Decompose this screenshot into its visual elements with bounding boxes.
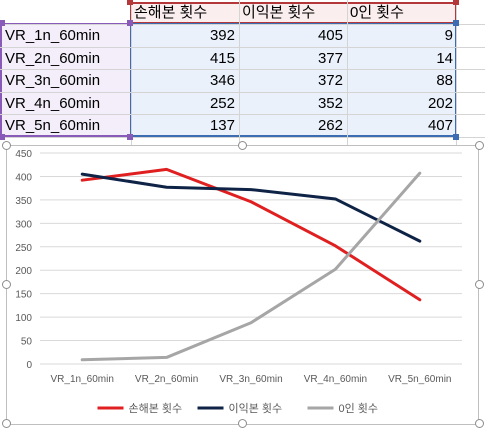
table-cell[interactable]: 202	[427, 95, 453, 112]
range-handle[interactable]	[453, 0, 459, 5]
chart-resize-handle[interactable]	[2, 280, 11, 289]
row-label[interactable]: VR_5n_60min	[5, 117, 101, 134]
range-handle[interactable]	[0, 134, 5, 140]
row-label[interactable]: VR_3n_60min	[5, 72, 101, 89]
chart-resize-handle[interactable]	[475, 141, 484, 150]
table-cell[interactable]: 9	[444, 27, 453, 44]
row-label[interactable]: VR_1n_60min	[5, 27, 101, 44]
column-header-profit[interactable]: 이익본 횟수	[242, 4, 316, 21]
table-cell[interactable]: 407	[427, 117, 453, 134]
chart-resize-handle[interactable]	[475, 419, 484, 428]
x-tick-label: VR_5n_60min	[388, 374, 451, 385]
column-header-zero[interactable]: 0인 횟수	[350, 4, 404, 21]
x-tick-label: VR_2n_60min	[135, 374, 198, 385]
column-header-loss[interactable]: 손해본 횟수	[134, 4, 208, 21]
table-cell[interactable]: 252	[209, 95, 235, 112]
chart-resize-handle[interactable]	[238, 141, 247, 150]
legend-label: 0인 횟수	[339, 402, 379, 415]
table-cell[interactable]: 352	[317, 95, 343, 112]
y-tick-label: 0	[26, 360, 32, 371]
x-tick-label: VR_1n_60min	[51, 374, 114, 385]
row-label[interactable]: VR_2n_60min	[5, 50, 101, 67]
y-tick-label: 300	[15, 219, 32, 230]
table-cell[interactable]: 137	[209, 117, 235, 134]
y-tick-label: 100	[15, 313, 32, 324]
table-cell[interactable]: 415	[209, 50, 235, 67]
spreadsheet-grid[interactable]: 손해본 횟수 이익본 횟수 0인 횟수 VR_1n_60min 392 405 …	[0, 0, 485, 145]
chart-resize-handle[interactable]	[2, 141, 11, 150]
table-cell[interactable]: 14	[436, 50, 453, 67]
range-handle[interactable]	[453, 134, 459, 140]
y-tick-label: 200	[15, 266, 32, 277]
legend-label: 이익본 횟수	[229, 402, 283, 415]
range-handle[interactable]	[127, 134, 133, 140]
series-line-1	[80, 167, 422, 302]
chart-canvas: 0 50 100 150 200 250 300 350 400 450 VR_1n_60min VR…	[15, 149, 462, 415]
chart-resize-handle[interactable]	[238, 419, 247, 428]
y-tick-label: 350	[15, 196, 32, 207]
y-tick-label: 250	[15, 243, 32, 254]
x-tick-label: VR_3n_60min	[219, 374, 282, 385]
range-handle[interactable]	[0, 20, 5, 26]
legend-label: 손해본 횟수	[129, 401, 183, 415]
line-chart[interactable]: 0 50 100 150 200 250 300 350 400 450 VR_1n_60min VR…	[6, 145, 479, 425]
y-tick-label: 450	[15, 149, 32, 160]
y-tick-label: 400	[15, 172, 32, 183]
table-cell[interactable]: 262	[317, 117, 343, 134]
y-tick-label: 150	[15, 290, 32, 301]
range-handle[interactable]	[127, 0, 133, 5]
chart-resize-handle[interactable]	[2, 419, 11, 428]
table-cell[interactable]: 88	[436, 72, 453, 89]
table-cell[interactable]: 346	[209, 72, 235, 89]
value-range	[130, 23, 457, 137]
range-handle[interactable]	[453, 20, 459, 26]
x-tick-label: VR_4n_60min	[304, 374, 367, 385]
range-handle[interactable]	[127, 20, 133, 26]
table-cell[interactable]: 372	[317, 72, 343, 89]
table-cell[interactable]: 392	[209, 27, 235, 44]
row-label[interactable]: VR_4n_60min	[5, 95, 101, 112]
table-cell[interactable]: 377	[317, 50, 343, 67]
y-tick-label: 50	[21, 337, 33, 348]
series-line-2	[80, 172, 422, 243]
series-line-3	[80, 171, 422, 362]
chart-resize-handle[interactable]	[475, 280, 484, 289]
table-cell[interactable]: 405	[317, 27, 343, 44]
